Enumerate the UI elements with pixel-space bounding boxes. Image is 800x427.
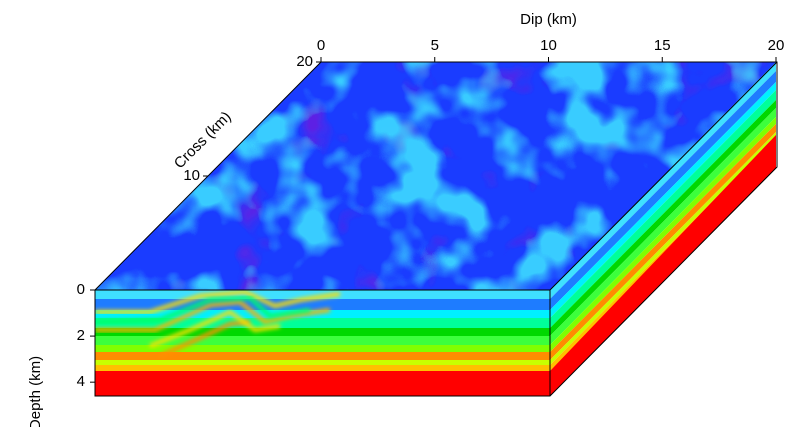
- front-face: [95, 290, 550, 396]
- x-tick-label: 15: [654, 37, 671, 54]
- fold: [95, 290, 341, 314]
- x-tick-label: 10: [540, 37, 557, 54]
- layer: [550, 108, 776, 345]
- layer: [95, 299, 550, 310]
- y-tick-label: 10: [183, 167, 200, 184]
- layer: [550, 132, 776, 365]
- x-tick-label: 20: [768, 37, 785, 54]
- layer: [550, 135, 776, 396]
- z-tick-label: 4: [77, 373, 85, 390]
- layer: [95, 290, 550, 299]
- right-face: [550, 62, 776, 396]
- layer: [95, 360, 550, 365]
- cube-edges: [94, 61, 778, 397]
- layer: [550, 124, 776, 360]
- layer: [95, 310, 550, 318]
- z-tick-label: 0: [77, 281, 85, 298]
- layer: [550, 71, 776, 310]
- layer: [95, 365, 550, 371]
- layer: [550, 82, 776, 318]
- x-axis-label: Dip (km): [520, 11, 577, 28]
- y-tick-label: 20: [296, 53, 313, 70]
- layer: [95, 318, 550, 328]
- layer: [550, 62, 776, 299]
- layer: [95, 336, 550, 345]
- x-tick-label: 0: [317, 37, 325, 54]
- layer: [95, 371, 550, 396]
- layer: [550, 117, 776, 352]
- fold: [95, 295, 311, 324]
- layer: [95, 345, 550, 352]
- fold: [159, 320, 251, 358]
- layer: [550, 90, 776, 328]
- fold: [149, 309, 281, 348]
- layer: [95, 352, 550, 360]
- z-tick-label: 2: [77, 327, 85, 344]
- fold: [95, 299, 331, 332]
- layer: [550, 100, 776, 336]
- x-tick-label: 5: [431, 37, 439, 54]
- layer: [95, 328, 550, 336]
- z-axis-label: Depth (km): [27, 356, 44, 427]
